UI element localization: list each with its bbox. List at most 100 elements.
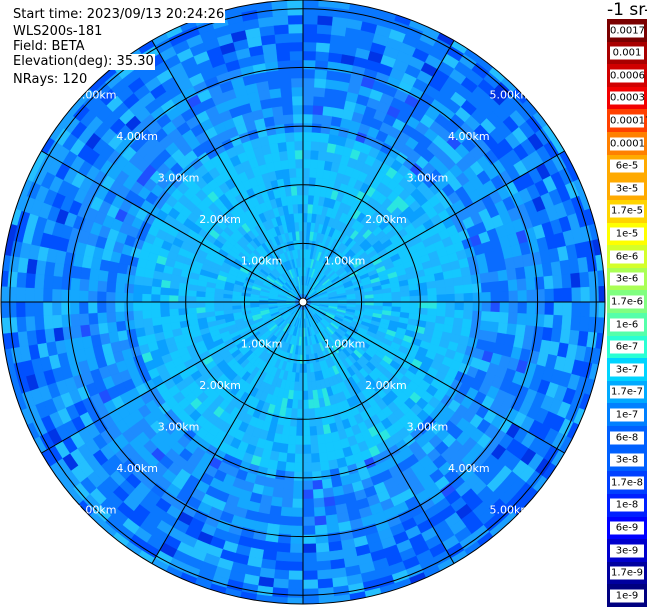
range-gate <box>42 288 53 303</box>
range-gate <box>327 459 339 471</box>
range-gate <box>526 301 537 315</box>
range-gate <box>463 292 474 303</box>
colorbar-tick-label: 1e-8 <box>610 498 644 512</box>
range-gate <box>302 516 315 527</box>
range-gate <box>278 524 292 535</box>
range-gate <box>213 301 224 307</box>
range-gate <box>299 230 304 241</box>
range-gate <box>436 294 447 303</box>
range-gate <box>320 469 332 481</box>
range-gate <box>298 212 304 223</box>
range-gate <box>286 443 296 455</box>
colorbar-tick-label: 6e-7 <box>610 340 644 354</box>
range-gate <box>265 124 277 136</box>
colorbar-segment: 1e-6 <box>607 313 647 337</box>
range-gate <box>279 515 292 526</box>
range-gate <box>152 324 164 334</box>
range-gate <box>526 289 537 303</box>
range-gate <box>325 78 339 90</box>
range-gate <box>312 479 323 490</box>
range-gate <box>310 149 320 161</box>
range-gate <box>311 470 322 482</box>
range-gate <box>141 301 152 311</box>
range-gate <box>391 301 402 308</box>
range-gate <box>507 279 518 292</box>
range-label: 5.00km <box>490 89 532 102</box>
range-gate <box>463 301 474 312</box>
range-label: 1.00km <box>241 338 283 351</box>
range-gate <box>70 313 81 327</box>
range-gate <box>291 86 304 97</box>
range-gate <box>315 551 331 562</box>
range-gate <box>313 497 325 508</box>
range-gate <box>445 293 456 303</box>
range-gate <box>289 41 304 52</box>
range-gate <box>409 307 420 315</box>
range-gate <box>289 50 304 61</box>
range-gate <box>317 6 335 17</box>
range-gate <box>309 426 318 437</box>
range-gate <box>231 301 242 306</box>
range-gate <box>25 272 36 289</box>
range-gate <box>561 315 572 331</box>
range-gate <box>588 316 599 334</box>
range-gate <box>318 451 329 463</box>
range-gate <box>269 87 282 99</box>
range-gate <box>307 399 315 410</box>
range-gate <box>204 301 215 308</box>
range-gate <box>364 294 375 300</box>
range-gate <box>277 451 288 463</box>
range-gate <box>295 167 304 178</box>
range-gate <box>141 284 153 295</box>
range-label: 1.00km <box>324 255 366 268</box>
colorbar-tick-label: 3e-9 <box>610 544 644 558</box>
start-time-label: Start time: 2023/09/13 20:24:26 <box>12 7 226 23</box>
range-gate <box>302 588 319 599</box>
range-gate <box>287 579 304 590</box>
range-label: 3.00km <box>158 420 200 433</box>
range-gate <box>291 194 299 205</box>
range-gate <box>288 32 304 43</box>
range-gate <box>382 292 393 299</box>
range-gate <box>292 489 304 500</box>
range-gate <box>313 506 326 517</box>
colorbar-segment: 0.0001 <box>607 132 647 156</box>
range-gate <box>373 293 384 299</box>
colorbar-tick-label: 1.7e-6 <box>610 295 644 309</box>
colorbar-segment: 6e-8 <box>607 426 647 450</box>
range-gate <box>302 86 315 97</box>
colorbar-segment: 1e-7 <box>607 403 647 427</box>
colorbar-tick-label: 6e-5 <box>610 159 644 173</box>
range-gate <box>315 42 331 53</box>
range-gate <box>508 290 519 303</box>
range-gate <box>309 158 319 169</box>
range-gate <box>168 308 179 317</box>
range-gate <box>302 381 308 392</box>
range-gate <box>272 15 289 26</box>
range-gate <box>306 372 312 383</box>
field-label: Field: BETA <box>12 39 86 55</box>
range-gate <box>302 390 309 401</box>
range-label: 3.00km <box>158 172 200 185</box>
colorbar-segment: 0.00017 <box>607 109 647 133</box>
range-gate <box>159 308 170 318</box>
range-gate <box>302 453 312 464</box>
range-gate <box>317 587 335 598</box>
range-gate <box>283 114 294 125</box>
range-gate <box>288 426 297 437</box>
range-gate <box>328 540 343 552</box>
range-gate <box>105 301 116 313</box>
range-gate <box>280 87 293 98</box>
range-gate <box>302 113 314 124</box>
colorbar-segment: 1.7e-6 <box>607 290 647 314</box>
range-gate <box>302 561 318 572</box>
range-gate <box>290 525 304 536</box>
range-gate <box>315 425 325 436</box>
range-gate <box>231 304 242 310</box>
range-gate <box>160 315 171 325</box>
range-gate <box>302 597 320 604</box>
range-gate <box>382 301 393 307</box>
range-gate <box>302 104 314 115</box>
range-gate <box>123 301 134 312</box>
range-gate <box>302 570 318 581</box>
